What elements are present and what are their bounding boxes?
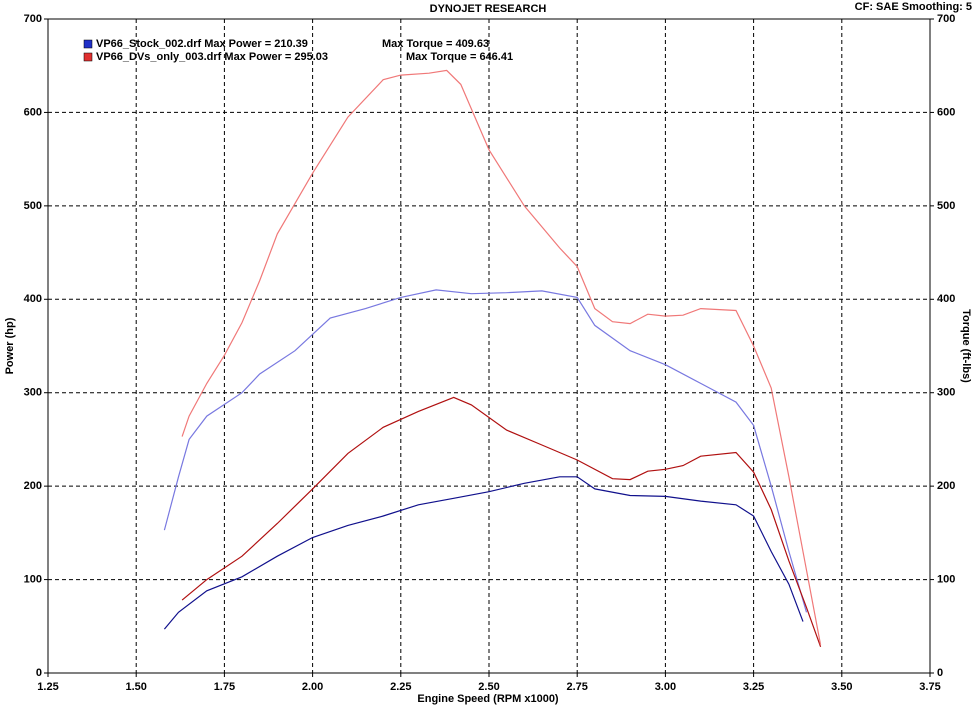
- legend-torque: Max Torque = 409.63: [382, 38, 489, 50]
- x-tick-label: 1.50: [125, 681, 146, 693]
- x-tick-label: 2.00: [302, 681, 323, 693]
- y2-tick-label: 700: [937, 13, 955, 25]
- x-tick-label: 2.25: [390, 681, 411, 693]
- legend-torque: Max Torque = 646.41: [406, 51, 513, 63]
- y-tick-label: 0: [36, 667, 42, 679]
- y-tick-label: 500: [24, 200, 42, 212]
- y2-tick-label: 500: [937, 200, 955, 212]
- y2-tick-label: 300: [937, 387, 955, 399]
- y2-axis-label: Torque (ft-lbs): [960, 309, 972, 383]
- x-tick-label: 2.50: [478, 681, 499, 693]
- y-tick-label: 200: [24, 480, 42, 492]
- y2-tick-label: 400: [937, 293, 955, 305]
- chart-title: DYNOJET RESEARCH: [430, 3, 547, 15]
- x-tick-label: 1.25: [37, 681, 58, 693]
- x-tick-label: 3.25: [743, 681, 764, 693]
- series-line: [163, 289, 808, 613]
- legend-swatch: [83, 52, 93, 62]
- x-tick-label: 3.75: [919, 681, 940, 693]
- y-axis-label: Power (hp): [4, 317, 16, 374]
- y-tick-label: 400: [24, 293, 42, 305]
- legend-swatch: [83, 39, 93, 49]
- y-tick-label: 700: [24, 13, 42, 25]
- x-tick-label: 2.75: [566, 681, 587, 693]
- x-tick-label: 3.50: [831, 681, 852, 693]
- y2-tick-label: 0: [937, 667, 943, 679]
- y2-tick-label: 100: [937, 573, 955, 585]
- y-tick-label: 600: [24, 106, 42, 118]
- legend-label: VP66_DVs_only_003.drf Max Power = 295.03: [96, 51, 328, 63]
- y2-tick-label: 200: [937, 480, 955, 492]
- y2-tick-label: 600: [937, 106, 955, 118]
- x-tick-label: 1.75: [214, 681, 235, 693]
- legend-label: VP66_Stock_002.drf Max Power = 210.39: [96, 38, 308, 50]
- x-tick-label: 3.00: [655, 681, 676, 693]
- series-line: [181, 69, 822, 646]
- y-tick-label: 100: [24, 573, 42, 585]
- series-line: [163, 476, 804, 630]
- series-line: [181, 396, 822, 648]
- chart-subtitle: CF: SAE Smoothing: 5: [855, 1, 972, 13]
- x-axis-label: Engine Speed (RPM x1000): [417, 693, 559, 705]
- y-tick-label: 300: [24, 387, 42, 399]
